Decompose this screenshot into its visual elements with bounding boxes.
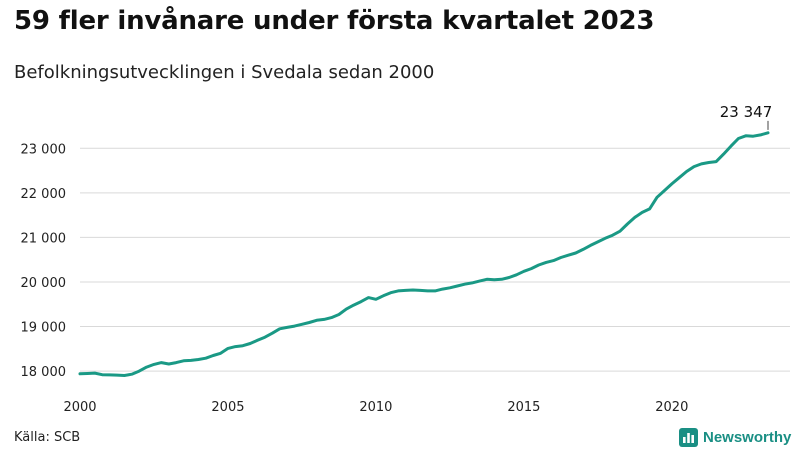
x-tick-label: 2005	[211, 400, 244, 415]
x-tick-label: 2000	[63, 400, 96, 415]
annotation-label: 23 347	[720, 103, 773, 121]
newsworthy-logo: Newsworthy	[679, 427, 791, 447]
x-tick-label: 2010	[359, 400, 392, 415]
y-tick-label: 22 000	[21, 187, 67, 202]
y-tick-label: 21 000	[21, 231, 67, 246]
y-tick-label: 19 000	[21, 321, 67, 336]
x-tick-label: 2020	[655, 400, 688, 415]
y-tick-label: 23 000	[21, 142, 67, 157]
chart-title: 59 fler invånare under första kvartalet …	[14, 6, 655, 36]
x-tick-label: 2015	[507, 400, 540, 415]
y-tick-label: 18 000	[21, 365, 67, 380]
y-tick-label: 20 000	[21, 276, 67, 291]
series-line	[78, 131, 770, 377]
chart-subtitle: Befolkningsutvecklingen i Svedala sedan …	[14, 62, 435, 83]
source-note: Källa: SCB	[14, 430, 81, 445]
bar-chart-icon	[679, 427, 698, 447]
brand-name: Newsworthy	[703, 428, 792, 446]
